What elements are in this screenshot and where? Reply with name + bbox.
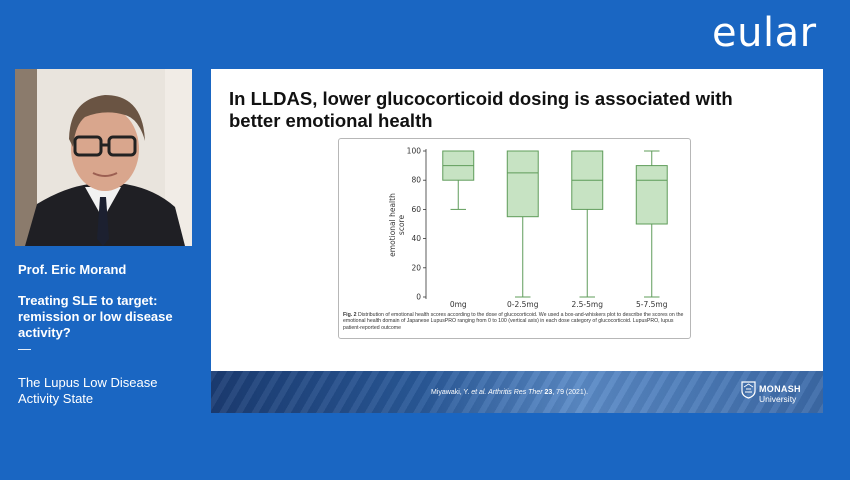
y-tick-label-20: 20	[411, 263, 421, 272]
x-tick-label-3: 5-7.5mg	[636, 300, 668, 309]
y-axis-label-line2: score	[397, 215, 406, 236]
presentation-slide: In LLDAS, lower glucocorticoid dosing is…	[211, 69, 823, 413]
session-name: The Lupus Low Disease Activity State	[18, 375, 158, 406]
citation-journal: Arthritis Res Ther	[486, 389, 545, 396]
box-1-iqr	[506, 150, 539, 218]
box-3-iqr	[635, 165, 668, 225]
chart-marks	[442, 150, 668, 298]
citation: Miyawaki, Y. et al. Arthritis Res Ther 2…	[431, 389, 588, 396]
speaker-name: Prof. Eric Morand	[18, 262, 127, 277]
y-tick-label-40: 40	[411, 234, 421, 243]
x-tick-label-1: 0-2.5mg	[507, 300, 539, 309]
x-tick-label-2: 2.5-5mg	[572, 300, 604, 309]
figure-panel: 0 20 40 60 80 100 0mg 0-2.5mg 2.5-5mg 5-7.5mg emo…	[338, 138, 691, 339]
y-tick-label-0: 0	[416, 293, 421, 302]
talk-title: Treating SLE to target: remission or low…	[18, 293, 173, 340]
university-name: MONASH	[759, 384, 801, 394]
box-plot-chart: 0 20 40 60 80 100 0mg 0-2.5mg 2.5-5mg 5-7.5mg emo…	[388, 147, 668, 310]
x-tick-label-0: 0mg	[450, 300, 467, 309]
speaker-video	[15, 69, 192, 246]
chart-axes: 0 20 40 60 80 100 0mg 0-2.5mg 2.5-5mg 5-7.5mg	[407, 147, 668, 310]
monash-logo: MONASH University	[741, 381, 801, 404]
y-tick-label-100: 100	[407, 147, 422, 156]
y-axis-label-line1: emotional health	[388, 193, 397, 257]
title-separator: —	[18, 341, 31, 356]
university-sub: University	[759, 394, 797, 404]
crest-icon	[741, 381, 756, 399]
y-tick-label-80: 80	[411, 176, 421, 185]
figure-caption: Fig. 2 Distribution of emotional health …	[343, 312, 687, 331]
citation-authors: Miyawaki, Y.	[431, 389, 472, 396]
caption-text: Distribution of emotional health scores …	[343, 312, 684, 331]
citation-etal: et al.	[471, 389, 487, 396]
caption-label: Fig. 2	[343, 312, 357, 318]
eular-logo: eular	[712, 10, 817, 56]
slide-title: In LLDAS, lower glucocorticoid dosing is…	[229, 88, 733, 131]
citation-volume: 23	[544, 389, 553, 396]
footer-pattern	[211, 371, 823, 413]
citation-rest: , 79 (2021).	[552, 389, 589, 396]
slide-footer: Miyawaki, Y. et al. Arthritis Res Ther 2…	[211, 371, 823, 413]
y-tick-label-60: 60	[411, 205, 421, 214]
speaker-portrait	[15, 69, 192, 246]
